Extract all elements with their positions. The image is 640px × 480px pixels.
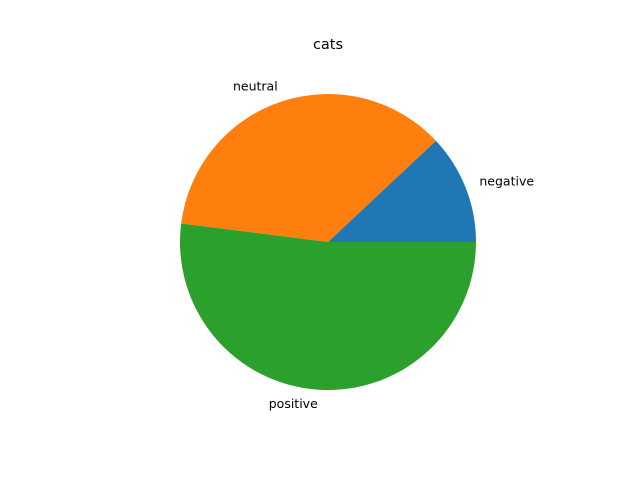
pie-label-negative: negative	[479, 174, 534, 189]
pie-label-neutral: neutral	[233, 79, 278, 94]
pie-label-positive: positive	[269, 396, 318, 411]
pie-slice-neutral	[181, 94, 436, 242]
pie-slice-positive	[180, 223, 476, 391]
chart-title: cats	[313, 37, 343, 53]
pie-slice-negative	[328, 140, 476, 242]
pie-labels: negative neutral positive	[233, 79, 534, 411]
pie-slices	[180, 94, 476, 391]
